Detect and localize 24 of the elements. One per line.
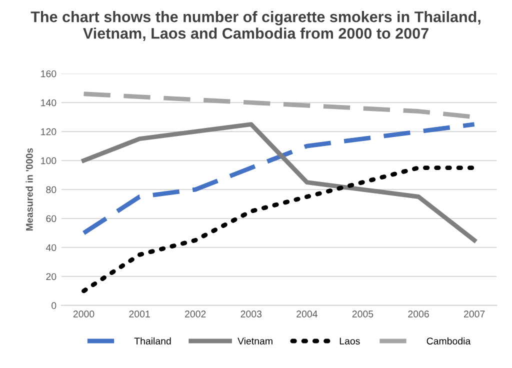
y-tick-label: 0: [52, 302, 56, 310]
x-tick-label: 2003: [240, 310, 262, 318]
line-series: [82, 166, 477, 294]
y-tick-label: 140: [41, 99, 56, 106]
x-tick-label: 2002: [185, 310, 206, 318]
x-tick-label: 2001: [129, 310, 150, 318]
x-tick-label: 2007: [464, 310, 485, 318]
y-tick-label: 20: [46, 273, 56, 280]
y-tick-label: 40: [46, 244, 56, 252]
y-axis-title: Measured in '000s: [26, 148, 33, 231]
legend-label: Vietnam: [238, 337, 272, 345]
legend-label: Laos: [340, 338, 360, 345]
y-tick-label: 160: [41, 70, 56, 78]
y-tick-label: 80: [46, 186, 56, 194]
y-tick-label: 100: [41, 157, 56, 164]
x-tick-label: 2005: [352, 310, 374, 318]
legend-label: Thailand: [134, 337, 171, 345]
y-tick-label: 60: [46, 215, 56, 222]
x-tick-label: 2006: [408, 310, 429, 318]
legend-label: Cambodia: [426, 337, 471, 345]
y-tick-label: 120: [41, 128, 56, 136]
x-tick-label: 2000: [73, 310, 94, 318]
chart-title: The chart shows the number of cigarette smokers in Thailand, Vietnam, Laos and Cambodia from 2000 to 2007: [30, 11, 480, 41]
x-tick-label: 2004: [296, 310, 318, 318]
